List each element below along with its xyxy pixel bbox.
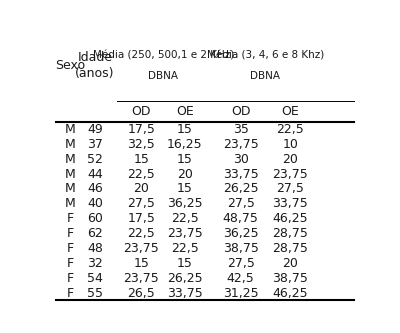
Text: 48: 48	[87, 242, 103, 255]
Text: Sexo: Sexo	[55, 59, 85, 72]
Text: F: F	[66, 242, 74, 255]
Text: 40: 40	[87, 197, 103, 210]
Text: M: M	[65, 182, 76, 195]
Text: 27,5: 27,5	[227, 257, 254, 270]
Text: 15: 15	[134, 153, 149, 166]
Text: Média (3, 4, 6 e 8 Khz): Média (3, 4, 6 e 8 Khz)	[207, 50, 324, 60]
Text: Idade
(anos): Idade (anos)	[75, 51, 115, 80]
Text: 16,25: 16,25	[167, 138, 203, 151]
Text: F: F	[66, 227, 74, 240]
Text: 22,5: 22,5	[128, 167, 155, 180]
Text: 15: 15	[177, 182, 193, 195]
Text: 26,25: 26,25	[223, 182, 258, 195]
Text: 23,75: 23,75	[223, 138, 258, 151]
Text: M: M	[65, 153, 76, 166]
Text: F: F	[66, 272, 74, 285]
Text: 38,75: 38,75	[223, 242, 258, 255]
Text: 55: 55	[87, 286, 103, 300]
Text: 33,75: 33,75	[223, 167, 258, 180]
Text: 10: 10	[282, 138, 298, 151]
Text: 26,5: 26,5	[128, 286, 155, 300]
Text: OE: OE	[281, 105, 299, 118]
Text: 23,75: 23,75	[124, 272, 159, 285]
Text: 33,75: 33,75	[167, 286, 203, 300]
Text: 38,75: 38,75	[272, 272, 308, 285]
Text: M: M	[65, 197, 76, 210]
Text: 22,5: 22,5	[276, 123, 304, 136]
Text: DBNA: DBNA	[250, 71, 280, 81]
Text: 37: 37	[87, 138, 103, 151]
Text: 27,5: 27,5	[128, 197, 155, 210]
Text: F: F	[66, 212, 74, 225]
Text: 42,5: 42,5	[227, 272, 254, 285]
Text: 20: 20	[134, 182, 149, 195]
Text: 15: 15	[177, 153, 193, 166]
Text: 30: 30	[233, 153, 248, 166]
Text: 23,75: 23,75	[167, 227, 203, 240]
Text: 22,5: 22,5	[128, 227, 155, 240]
Text: 36,25: 36,25	[167, 197, 203, 210]
Text: 22,5: 22,5	[171, 212, 199, 225]
Text: 49: 49	[87, 123, 103, 136]
Text: 46,25: 46,25	[272, 212, 308, 225]
Text: 35: 35	[233, 123, 248, 136]
Text: 62: 62	[87, 227, 103, 240]
Text: 17,5: 17,5	[128, 212, 155, 225]
Text: 60: 60	[87, 212, 103, 225]
Text: OD: OD	[132, 105, 151, 118]
Text: 46: 46	[87, 182, 103, 195]
Text: 36,25: 36,25	[223, 227, 258, 240]
Text: 20: 20	[282, 153, 298, 166]
Text: 52: 52	[87, 153, 103, 166]
Text: 15: 15	[177, 123, 193, 136]
Text: 31,25: 31,25	[223, 286, 258, 300]
Text: 32: 32	[87, 257, 103, 270]
Text: M: M	[65, 123, 76, 136]
Text: M: M	[65, 167, 76, 180]
Text: Média (250, 500,1 e 2 KHz): Média (250, 500,1 e 2 KHz)	[92, 50, 234, 60]
Text: F: F	[66, 286, 74, 300]
Text: 44: 44	[87, 167, 103, 180]
Text: OD: OD	[231, 105, 250, 118]
Text: DBNA: DBNA	[148, 71, 178, 81]
Text: 22,5: 22,5	[171, 242, 199, 255]
Text: 23,75: 23,75	[124, 242, 159, 255]
Text: 48,75: 48,75	[223, 212, 258, 225]
Text: 23,75: 23,75	[272, 167, 308, 180]
Text: 54: 54	[87, 272, 103, 285]
Text: 33,75: 33,75	[272, 197, 308, 210]
Text: 46,25: 46,25	[272, 286, 308, 300]
Text: 28,75: 28,75	[272, 242, 308, 255]
Text: M: M	[65, 138, 76, 151]
Text: 28,75: 28,75	[272, 227, 308, 240]
Text: 20: 20	[282, 257, 298, 270]
Text: 15: 15	[177, 257, 193, 270]
Text: 20: 20	[177, 167, 193, 180]
Text: 17,5: 17,5	[128, 123, 155, 136]
Text: 26,25: 26,25	[167, 272, 203, 285]
Text: 27,5: 27,5	[227, 197, 254, 210]
Text: 27,5: 27,5	[276, 182, 304, 195]
Text: 32,5: 32,5	[128, 138, 155, 151]
Text: 15: 15	[134, 257, 149, 270]
Text: F: F	[66, 257, 74, 270]
Text: OE: OE	[176, 105, 194, 118]
